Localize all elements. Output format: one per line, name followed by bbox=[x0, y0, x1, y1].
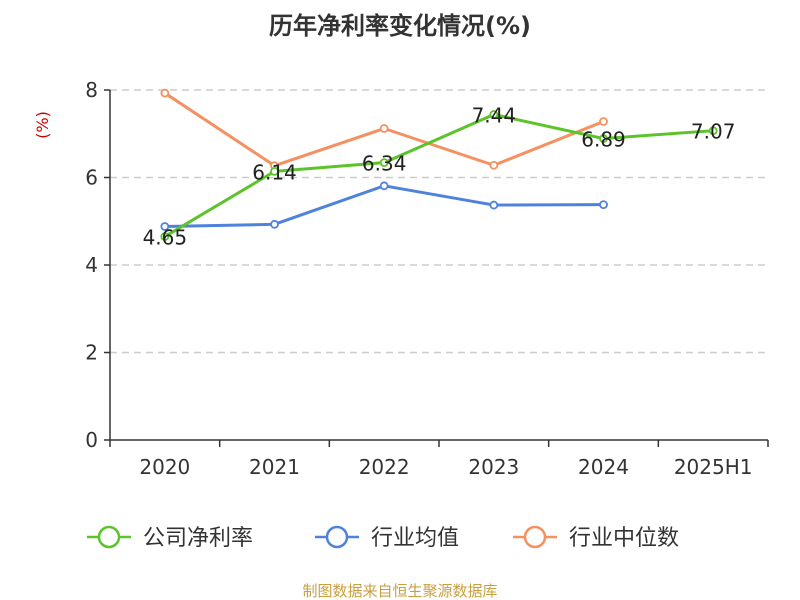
y-axis-unit-label: (%) bbox=[33, 111, 52, 139]
series-line bbox=[164, 184, 604, 228]
data-point bbox=[270, 166, 279, 176]
y-tick-label: 8 bbox=[85, 78, 98, 102]
y-tick-label: 0 bbox=[85, 428, 98, 452]
grid-lines bbox=[110, 89, 768, 354]
source-note: 制图数据来自恒生聚源数据库 bbox=[302, 582, 497, 600]
chart-title: 历年净利率变化情况(%) bbox=[269, 12, 531, 40]
legend: 公司净利率 行业均值 行业中位数 bbox=[87, 525, 679, 551]
legend-item-1[interactable]: 行业均值 bbox=[315, 525, 459, 551]
data-point bbox=[489, 160, 499, 170]
data-label: 6.89 bbox=[581, 128, 626, 152]
data-point bbox=[379, 158, 389, 168]
data-label: 6.14 bbox=[252, 160, 297, 184]
x-tick-label: 2023 bbox=[468, 455, 519, 479]
x-tick-label: 2024 bbox=[578, 455, 629, 479]
legend-label: 行业均值 bbox=[371, 526, 459, 551]
data-label: 4.65 bbox=[143, 226, 188, 250]
legend-label: 公司净利率 bbox=[143, 526, 253, 551]
axes: 0 2 4 6 8 2020 2021 2022 2023 2024 2025H1 bbox=[85, 78, 769, 479]
x-tick-label: 2020 bbox=[139, 455, 190, 479]
data-label: 7.44 bbox=[472, 104, 517, 128]
legend-marker-icon bbox=[325, 525, 349, 549]
y-tick-label: 6 bbox=[85, 166, 98, 190]
legend-item-2[interactable]: 行业中位数 bbox=[513, 525, 679, 551]
data-label: 7.07 bbox=[691, 120, 736, 144]
series-line bbox=[164, 113, 714, 238]
data-point bbox=[379, 124, 389, 133]
data-point bbox=[599, 117, 608, 126]
data-point bbox=[160, 222, 170, 231]
x-tick-label: 2021 bbox=[249, 455, 300, 479]
data-point bbox=[489, 200, 499, 210]
data-label: 6.34 bbox=[362, 152, 407, 176]
legend-label: 行业中位数 bbox=[569, 526, 679, 551]
y-tick-label: 2 bbox=[85, 341, 98, 365]
series-lines bbox=[160, 88, 718, 241]
series-0 bbox=[160, 110, 718, 241]
data-point bbox=[599, 200, 608, 210]
data-point bbox=[379, 181, 389, 191]
y-tick-label: 4 bbox=[85, 253, 98, 277]
legend-marker-icon bbox=[523, 525, 547, 549]
legend-marker-icon bbox=[97, 525, 121, 549]
data-labels: 4.65 6.14 6.34 7.44 6.89 7.07 bbox=[143, 104, 736, 250]
data-point bbox=[160, 88, 170, 98]
legend-item-0[interactable]: 公司净利率 bbox=[87, 525, 253, 551]
series-1 bbox=[160, 181, 608, 231]
x-tick-label: 2025H1 bbox=[674, 455, 753, 479]
data-point bbox=[489, 110, 499, 119]
x-tick-label: 2022 bbox=[359, 455, 410, 479]
data-point bbox=[599, 134, 608, 143]
data-point bbox=[708, 126, 718, 136]
data-point bbox=[270, 219, 279, 229]
data-point bbox=[160, 232, 170, 241]
